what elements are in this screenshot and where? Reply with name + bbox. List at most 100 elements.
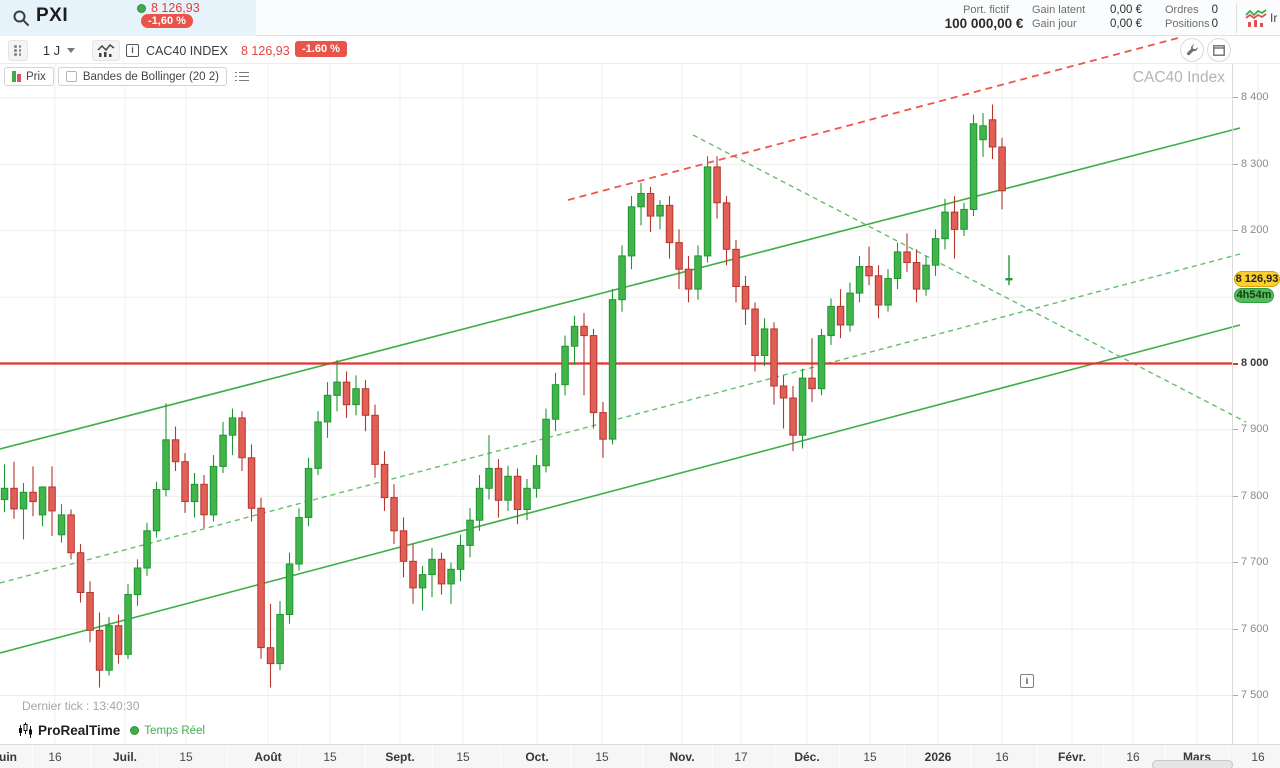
bollinger-chip[interactable]: Bandes de Bollinger (20 2) bbox=[57, 67, 227, 86]
chart-settings-button[interactable] bbox=[1180, 38, 1204, 62]
candle bbox=[903, 251, 911, 263]
time-axis-label: Oct. bbox=[525, 750, 549, 764]
prorealtime-logo-icon bbox=[19, 722, 32, 738]
brand-name[interactable]: ProRealTime bbox=[38, 723, 121, 738]
candle bbox=[912, 262, 921, 290]
candle bbox=[836, 305, 845, 326]
horizontal-scrollbar-handle[interactable] bbox=[1152, 760, 1233, 768]
time-axis-separator bbox=[970, 745, 971, 768]
candle bbox=[485, 467, 493, 489]
candle bbox=[627, 206, 636, 257]
bollinger-checkbox[interactable] bbox=[65, 71, 77, 82]
chart-info-button[interactable]: i bbox=[1020, 674, 1034, 688]
market-overview-icon[interactable] bbox=[1245, 7, 1267, 34]
candle bbox=[846, 292, 854, 326]
price-axis-label: 8 000 bbox=[1241, 356, 1269, 369]
time-axis-separator bbox=[569, 745, 571, 768]
corner-menu-label[interactable]: Ir bbox=[1270, 11, 1278, 25]
chevron-down-icon bbox=[67, 48, 76, 53]
indicator-list-icon[interactable] bbox=[234, 71, 249, 83]
candle bbox=[456, 544, 465, 570]
time-axis-separator bbox=[31, 745, 33, 768]
time-axis-label: 16 bbox=[995, 750, 1009, 764]
brand-row: ProRealTime Temps Réel bbox=[18, 722, 205, 739]
price-tick bbox=[1233, 628, 1238, 630]
header-change-badge: -1,60 % bbox=[141, 14, 193, 28]
price-series-chip[interactable]: Prix bbox=[4, 67, 54, 86]
candle bbox=[266, 647, 275, 665]
candle bbox=[399, 530, 408, 562]
search-icon[interactable] bbox=[12, 9, 30, 32]
candle bbox=[988, 119, 997, 148]
instrument-info-icon[interactable]: i bbox=[126, 44, 139, 57]
candle bbox=[884, 278, 892, 306]
price-tick bbox=[1233, 694, 1238, 696]
timeframe-value: 1 J bbox=[42, 43, 61, 58]
price-axis[interactable]: 8 126,93 4h54m 8 400 8 300 8 200 8 000 7 900… bbox=[1232, 64, 1280, 744]
instrument-grid-button[interactable] bbox=[8, 40, 28, 61]
timeframe-dropdown[interactable]: 1 J bbox=[34, 40, 84, 61]
time-axis-label: 15 bbox=[863, 750, 877, 764]
instrument-search-zone[interactable]: PXI bbox=[0, 0, 256, 36]
time-axis-label: 15 bbox=[179, 750, 193, 764]
chart-type-button[interactable] bbox=[92, 40, 120, 61]
candle bbox=[428, 558, 436, 576]
time-axis-separator bbox=[642, 745, 643, 768]
time-axis-label: Juil. bbox=[112, 750, 138, 764]
time-axis-label: 15 bbox=[595, 750, 609, 764]
watermark: CAC40 Index bbox=[1132, 69, 1225, 86]
candle bbox=[380, 463, 389, 499]
candle bbox=[551, 384, 560, 420]
candle bbox=[247, 457, 256, 509]
candle bbox=[38, 486, 47, 516]
candle bbox=[637, 193, 645, 208]
price-tick bbox=[1233, 495, 1238, 497]
candle bbox=[390, 497, 398, 532]
time-axis-separator bbox=[365, 745, 366, 768]
candles-icon bbox=[12, 71, 21, 82]
candle bbox=[713, 166, 721, 204]
top-header: PXI 8 126,93 -1,60 % Port. fictif 100 00… bbox=[0, 0, 1280, 36]
candle bbox=[95, 629, 104, 671]
candle bbox=[276, 614, 284, 665]
candle bbox=[656, 204, 664, 217]
time-axis-separator bbox=[90, 745, 91, 768]
price-axis-label: 7 700 bbox=[1241, 556, 1269, 569]
candle bbox=[732, 248, 740, 288]
symbol-title[interactable]: PXI bbox=[36, 5, 69, 26]
candle bbox=[352, 388, 360, 406]
time-axis-separator bbox=[500, 745, 501, 768]
time-axis-separator bbox=[299, 745, 300, 768]
candle bbox=[19, 491, 28, 510]
time-axis-separator bbox=[155, 745, 157, 768]
price-axis-label: 7 900 bbox=[1241, 423, 1269, 436]
candle bbox=[969, 123, 978, 210]
candle bbox=[209, 465, 218, 516]
chart-toolbar: 1 J i CAC40 INDEX 8 126,93 -1.60 % bbox=[0, 36, 1280, 64]
candle bbox=[808, 377, 816, 390]
price-axis-label: 8 300 bbox=[1241, 157, 1269, 170]
candle bbox=[580, 325, 588, 337]
header-last-price: 8 126,93 bbox=[151, 1, 200, 15]
candle bbox=[29, 491, 37, 503]
channel-lower-solid bbox=[0, 324, 1241, 654]
candle bbox=[143, 530, 151, 569]
candle bbox=[570, 325, 579, 347]
new-window-button[interactable] bbox=[1207, 38, 1231, 62]
time-axis-label: 17 bbox=[734, 750, 748, 764]
candle bbox=[228, 417, 237, 436]
time-axis-label: Sept. bbox=[385, 750, 415, 764]
candle bbox=[494, 467, 503, 501]
candle bbox=[105, 625, 113, 671]
candle bbox=[694, 255, 702, 290]
candle bbox=[941, 211, 949, 240]
instrument-name[interactable]: CAC40 INDEX bbox=[146, 44, 228, 58]
time-axis[interactable]: uin 16 Juil. 15 Août 15 Sept. 15 Oct. 15 Nov. 17 Déc… bbox=[0, 744, 1280, 768]
time-axis-separator bbox=[904, 745, 905, 768]
candle bbox=[238, 417, 246, 459]
candle bbox=[542, 418, 550, 467]
candle bbox=[646, 193, 655, 217]
